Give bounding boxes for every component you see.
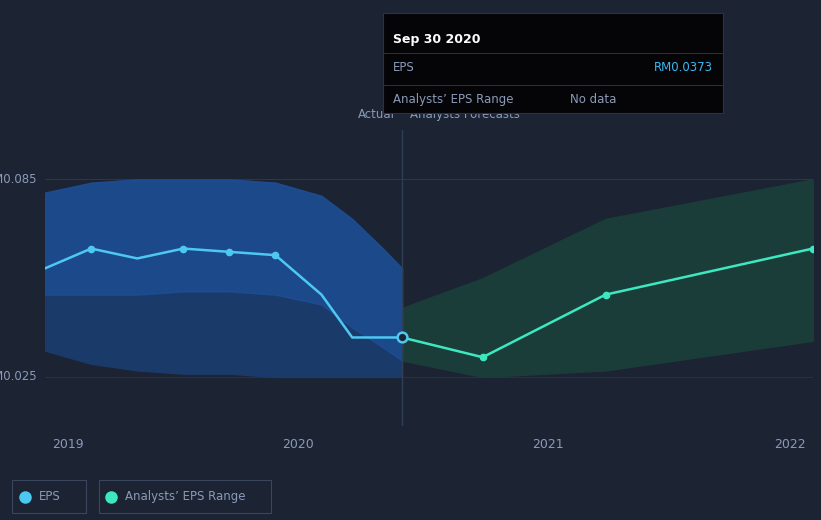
Text: Analysts Forecasts: Analysts Forecasts xyxy=(410,108,520,121)
Text: EPS: EPS xyxy=(393,61,415,74)
Text: Actual: Actual xyxy=(357,108,394,121)
FancyBboxPatch shape xyxy=(99,480,271,513)
Text: RM0.0373: RM0.0373 xyxy=(654,61,713,74)
FancyBboxPatch shape xyxy=(12,480,86,513)
Text: No data: No data xyxy=(570,93,617,106)
Text: EPS: EPS xyxy=(39,490,61,503)
Text: Analysts’ EPS Range: Analysts’ EPS Range xyxy=(393,93,514,106)
Text: 2021: 2021 xyxy=(532,438,564,451)
Text: RM0.085: RM0.085 xyxy=(0,173,38,186)
Text: 2019: 2019 xyxy=(53,438,84,451)
Text: RM0.025: RM0.025 xyxy=(0,370,38,384)
Text: Analysts’ EPS Range: Analysts’ EPS Range xyxy=(126,490,245,503)
Text: Sep 30 2020: Sep 30 2020 xyxy=(393,33,481,46)
Text: 2022: 2022 xyxy=(774,438,805,451)
Text: 2020: 2020 xyxy=(282,438,314,451)
